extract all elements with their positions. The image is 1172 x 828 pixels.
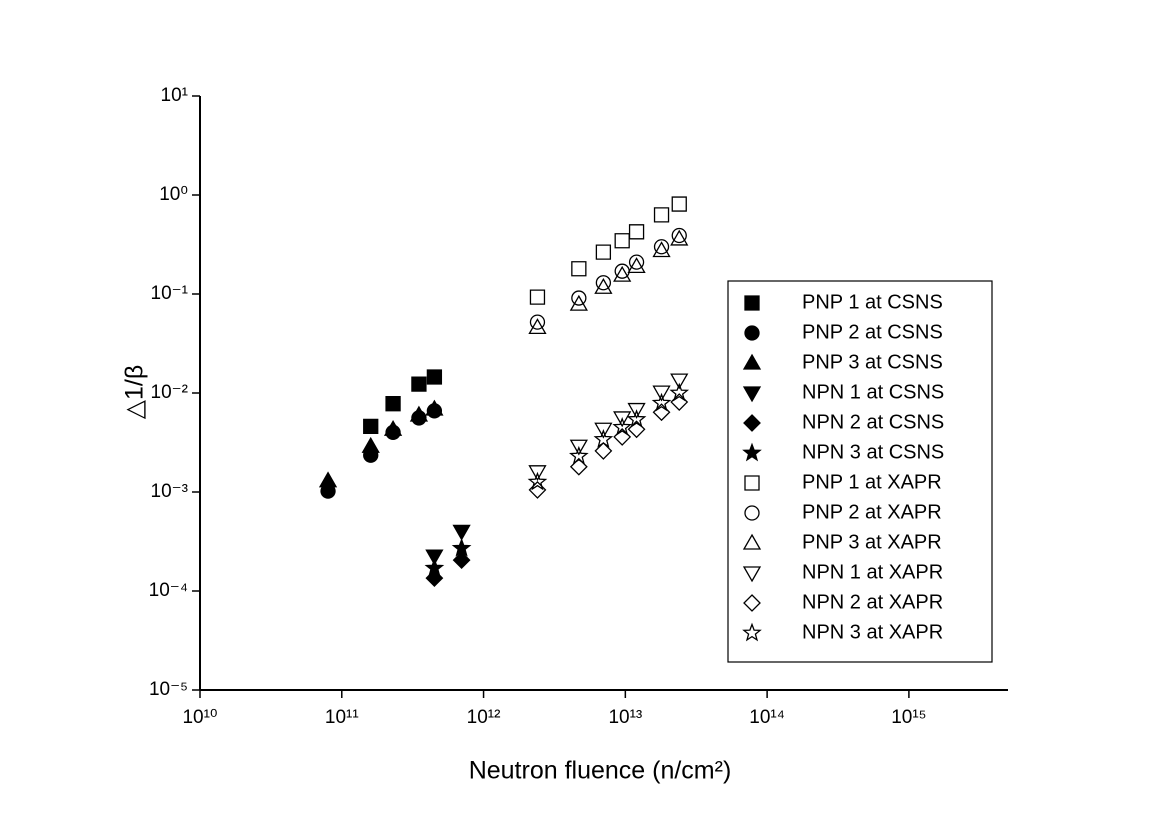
y-tick-label: 10⁰ [159,184,188,205]
marker [653,207,670,223]
marker [627,257,646,274]
marker [383,419,403,436]
legend-marker [742,533,762,550]
marker [529,289,546,305]
x-axis-label: Neutron fluence (n/cm²) [469,757,732,785]
marker [363,418,379,435]
marker [670,229,689,246]
marker [671,196,687,212]
legend-label: NPN 1 at CSNS [802,381,944,403]
x-tick-label: 10¹¹ [325,707,359,728]
legend-label: PNP 1 at CSNS [802,291,943,313]
x-tick-label: 10¹⁴ [749,707,785,728]
legend-marker [744,295,760,311]
x-tick-label: 10¹⁵ [891,707,926,728]
marker [594,422,613,439]
legend-marker [744,475,760,491]
x-tick-label: 10¹² [467,707,501,728]
marker [613,265,632,282]
marker [528,318,547,335]
legend-label: NPN 3 at XAPR [802,621,943,643]
marker [651,392,672,412]
marker [424,557,445,577]
marker [569,439,588,456]
marker [569,445,589,465]
legend-marker [742,442,762,462]
legend [727,280,993,663]
legend-label: NPN 3 at CSNS [802,441,944,463]
legend-marker [742,386,762,403]
legend-marker [742,566,762,583]
marker [571,261,587,277]
y-tick-label: 10¹ [161,85,188,106]
marker [613,411,632,428]
legend-label: PNP 2 at XAPR [802,501,942,523]
legend-label: PNP 1 at XAPR [802,471,942,493]
marker [425,399,444,416]
y-tick-label: 10⁻³ [151,481,189,502]
y-tick-label: 10⁻⁵ [149,679,188,700]
marker [426,369,443,385]
y-tick-label: 10⁻¹ [151,283,189,304]
legend-marker [742,622,762,642]
marker [614,233,630,249]
legend-label: NPN 2 at XAPR [802,591,943,613]
marker [361,436,380,453]
marker [612,416,633,436]
legend-label: NPN 1 at XAPR [802,561,943,583]
marker [595,275,612,291]
legend-label: PNP 3 at CSNS [802,351,943,373]
marker [528,465,547,482]
marker [594,441,613,460]
marker [627,402,646,419]
marker [594,277,613,294]
marker [652,385,671,402]
marker [411,376,427,392]
marker [452,551,471,570]
legend-marker [742,353,762,370]
legend-marker [744,505,760,521]
marker [669,382,690,402]
legend-label: PNP 3 at XAPR [802,531,942,553]
legend-marker [743,594,761,612]
x-tick-label: 10¹⁰ [182,707,217,728]
legend-label: NPN 2 at CSNS [802,411,944,433]
x-tick-label: 10¹³ [608,707,642,728]
marker [451,537,472,557]
legend-marker [744,325,760,341]
marker [409,405,429,422]
marker [652,241,671,258]
y-tick-label: 10⁻⁴ [149,580,188,601]
marker [653,239,670,255]
legend-label: PNP 2 at CSNS [802,321,943,343]
marker [628,254,645,270]
legend-marker [743,414,761,432]
marker [318,471,338,488]
y-tick-label: 10⁻² [151,382,189,403]
marker [595,244,612,260]
marker [527,471,548,491]
marker [593,429,614,448]
marker [628,224,645,240]
marker [385,396,401,412]
marker [670,373,689,390]
marker [671,227,687,244]
marker [569,294,588,311]
y-axis-label: △1/β [121,365,149,419]
marker [452,524,471,541]
marker [528,480,547,499]
marker [425,549,444,566]
marker [626,409,647,428]
